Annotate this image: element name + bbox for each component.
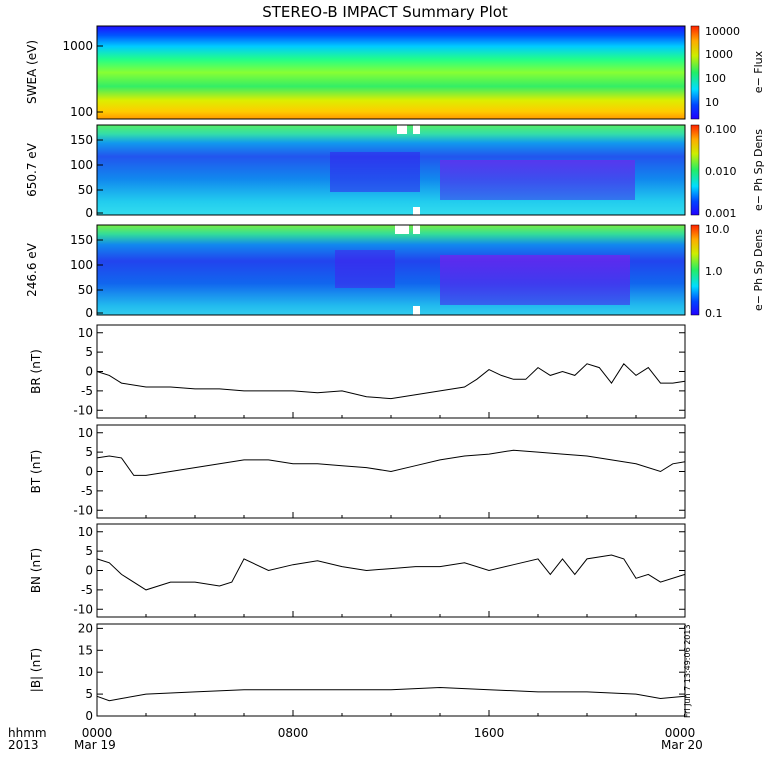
swea-cbar-tick-0: 10000 — [705, 25, 740, 38]
ytick-label: 15 — [78, 643, 93, 657]
pad-650-ylabel: 650.7 eV — [25, 142, 39, 197]
axis-year-label: 2013 — [8, 738, 39, 752]
x-tick-0800: 0800 — [278, 726, 309, 740]
ytick-label: 0 — [85, 709, 93, 723]
ytick-label: 5 — [85, 544, 93, 558]
panel-650: 150 100 50 0 650.7 eV 0.100 0.010 0.001 e− … — [25, 123, 765, 220]
panel-ylabel: |B| (nT) — [29, 648, 43, 692]
panel-frame — [96, 623, 686, 717]
plot-title: STEREO-B IMPACT Summary Plot — [262, 3, 508, 21]
ytick-label: 10 — [78, 665, 93, 679]
x-date-end: Mar 20 — [661, 738, 703, 752]
ytick-label: -10 — [73, 503, 93, 517]
series-line — [96, 449, 686, 476]
swea-frame — [96, 25, 686, 120]
panel-ylabel: BT (nT) — [29, 450, 43, 494]
ytick-label: 150 — [70, 233, 93, 247]
swea-colorbar — [690, 25, 700, 120]
ytick-label: -10 — [73, 602, 93, 616]
ytick-label: -10 — [73, 403, 93, 417]
ytick-label: 50 — [78, 183, 93, 197]
panel-frame — [96, 324, 686, 419]
pad-246-frame — [96, 224, 686, 316]
pad-650-cbar-tick-0: 0.100 — [705, 123, 737, 136]
panel-bt: 10 5 0 -5 -10 BT (nT) — [29, 424, 686, 519]
ytick-label: 50 — [78, 283, 93, 297]
series-line — [96, 686, 686, 702]
swea-cbar-tick-3: 10 — [705, 96, 719, 109]
pad-246-cbar-label: e− Ph Sp Dens — [752, 229, 765, 311]
x-date-start: Mar 19 — [74, 738, 116, 752]
ytick-label: 0 — [85, 365, 93, 379]
axis-hhmm-label: hhmm — [8, 726, 47, 740]
panel-br: 10 5 0 -5 -10 BR (nT) — [29, 324, 686, 419]
ytick-label: 10 — [78, 525, 93, 539]
ytick-label: -5 — [81, 384, 93, 398]
pad-246-depletion — [335, 225, 630, 315]
ytick-label: 1000 — [62, 39, 93, 53]
swea-cbar-label: e− Flux — [752, 50, 765, 93]
panel-frame — [96, 523, 686, 618]
pad-650-cbar-tick-1: 0.010 — [705, 165, 737, 178]
pad-246-cbar-tick-0: 10.0 — [705, 223, 730, 236]
panel-bn: 10 5 0 -5 -10 BN (nT) — [29, 523, 686, 618]
x-tick-1600: 1600 — [474, 726, 505, 740]
panel-246: 150 100 50 0 246.6 eV 10.0 1.0 0.1 e− Ph Sp… — [25, 223, 765, 320]
ytick-label: 100 — [70, 105, 93, 119]
ytick-label: 100 — [70, 258, 93, 272]
pad-246-colorbar — [690, 224, 700, 316]
series-line — [96, 554, 686, 591]
ytick-label: 150 — [70, 133, 93, 147]
pad-246-cbar-tick-2: 0.1 — [705, 307, 723, 320]
pad-246-yticks: 150 100 50 0 — [70, 233, 103, 320]
ytick-label: 0 — [85, 306, 93, 320]
panel-swea: 1000 100 SWEA (eV) 10000 1000 100 10 e− F… — [25, 25, 765, 120]
panel-bmag: 20 15 10 5 0 |B| (nT) — [29, 621, 686, 723]
swea-cbar-tick-1: 1000 — [705, 48, 733, 61]
ytick-label: 5 — [85, 687, 93, 701]
ytick-label: 0 — [85, 564, 93, 578]
panel-ylabel: BR (nT) — [29, 349, 43, 394]
pad-650-cbar-label: e− Ph Sp Dens — [752, 129, 765, 211]
pad-650-depletion — [330, 125, 635, 215]
pad-650-cbar-tick-2: 0.001 — [705, 207, 737, 220]
swea-spectrogram — [97, 26, 685, 119]
series-line — [96, 363, 686, 400]
ytick-label: 10 — [78, 326, 93, 340]
ytick-label: 5 — [85, 445, 93, 459]
x-tick-0000: 0000 — [82, 726, 113, 740]
ytick-label: 100 — [70, 158, 93, 172]
pad-650-frame — [96, 124, 686, 216]
swea-yticks: 1000 100 — [62, 39, 103, 119]
plot-timestamp: Fri Jun 7 13:49:06 2013 — [683, 624, 692, 718]
pad-246-ylabel: 246.6 eV — [25, 242, 39, 297]
x-tick-0000-end: 0000 — [665, 726, 696, 740]
magnetic-field-panels: 10 5 0 -5 -10 BR (nT) 10 5 0 -5 -10 BT (nT) 10 5 0 -5 -1… — [29, 324, 686, 723]
pad-246-cbar-tick-1: 1.0 — [705, 265, 723, 278]
pad-650-yticks: 150 100 50 0 — [70, 133, 103, 220]
time-axis: hhmm 2013 0000 0800 1600 0000 Mar 19 Mar… — [8, 726, 703, 752]
ytick-label: -5 — [81, 583, 93, 597]
ytick-label: 0 — [85, 465, 93, 479]
ytick-label: 0 — [85, 206, 93, 220]
panel-ylabel: BN (nT) — [29, 548, 43, 593]
swea-cbar-tick-2: 100 — [705, 72, 726, 85]
ytick-label: 5 — [85, 345, 93, 359]
pad-650-colorbar — [690, 124, 700, 216]
ytick-label: 20 — [78, 621, 93, 635]
ytick-label: 10 — [78, 426, 93, 440]
ytick-label: -5 — [81, 484, 93, 498]
swea-ylabel: SWEA (eV) — [25, 40, 39, 104]
